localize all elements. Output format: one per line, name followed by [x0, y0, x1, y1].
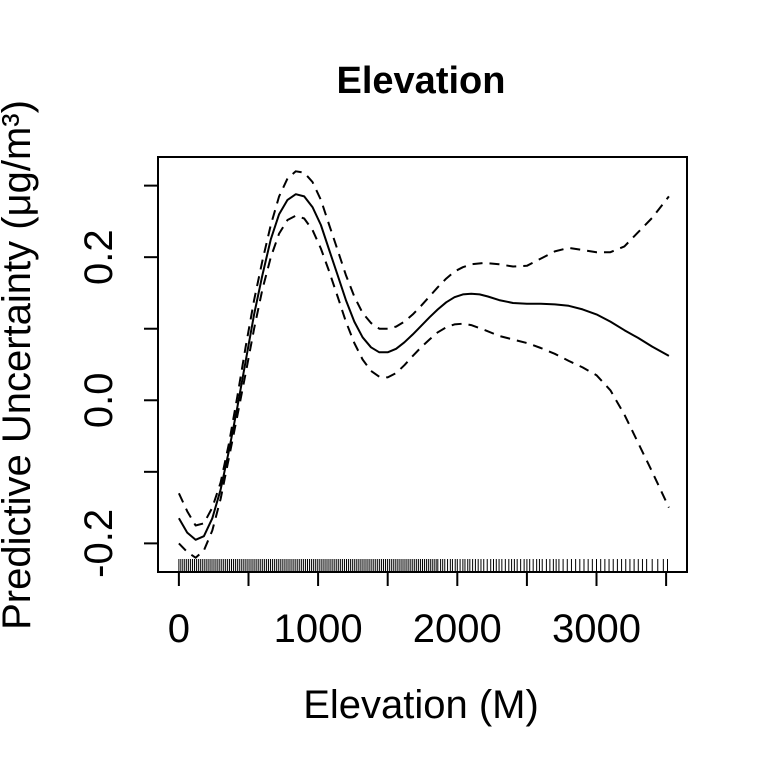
fit-line — [178, 193, 670, 541]
x-tick-label: 2000 — [413, 607, 502, 651]
x-tick-label: 0 — [168, 607, 190, 651]
y-axis: -0.2 0.0 0.2 — [77, 184, 159, 578]
plot-frame — [157, 156, 688, 573]
y-tick-label: 0.2 — [77, 229, 121, 285]
rug-plot — [178, 559, 669, 571]
confidence-band-line — [178, 214, 670, 559]
y-axis-label: Predictive Uncertainty (μg/m³) — [0, 100, 39, 630]
x-tick-label: 1000 — [274, 607, 363, 651]
confidence-band-line — [177, 170, 670, 527]
series-group — [177, 170, 670, 559]
x-axis-label: Elevation (M) — [303, 683, 539, 727]
y-tick-label: 0.0 — [77, 372, 121, 428]
chart-title: Elevation — [337, 60, 506, 102]
y-tick-label: -0.2 — [77, 509, 121, 578]
x-tick-label: 3000 — [552, 607, 641, 651]
x-axis: 0 1000 2000 3000 — [168, 571, 668, 651]
